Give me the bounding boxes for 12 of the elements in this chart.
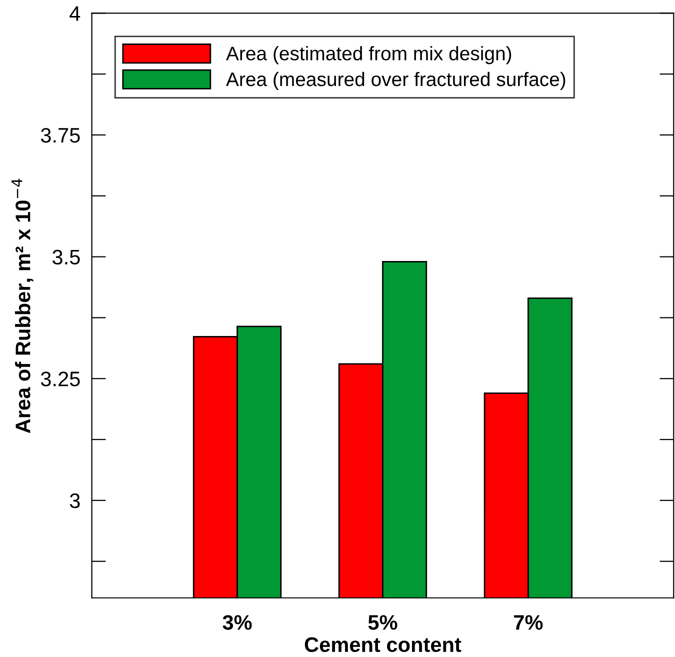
y-tick-label: 3 <box>70 493 80 508</box>
legend-label: Area (estimated from mix design) <box>226 46 512 64</box>
x-tick-label: 7% <box>514 615 543 630</box>
x-tick-label: 5% <box>368 615 398 630</box>
y-tick-label: 3.5 <box>52 250 80 265</box>
x-axis-title: Cement content <box>304 637 462 652</box>
x-tick-label: 3% <box>222 615 252 630</box>
y-tick-label: 3.25 <box>40 372 80 386</box>
legend-label: Area (measured over fractured surface) <box>226 72 566 90</box>
y-tick-label: 4 <box>70 6 80 21</box>
y-tick-label: 3.75 <box>40 128 80 143</box>
y-axis-title: Area of Rubber, m² x 10$^{−4}$ <box>12 178 34 434</box>
